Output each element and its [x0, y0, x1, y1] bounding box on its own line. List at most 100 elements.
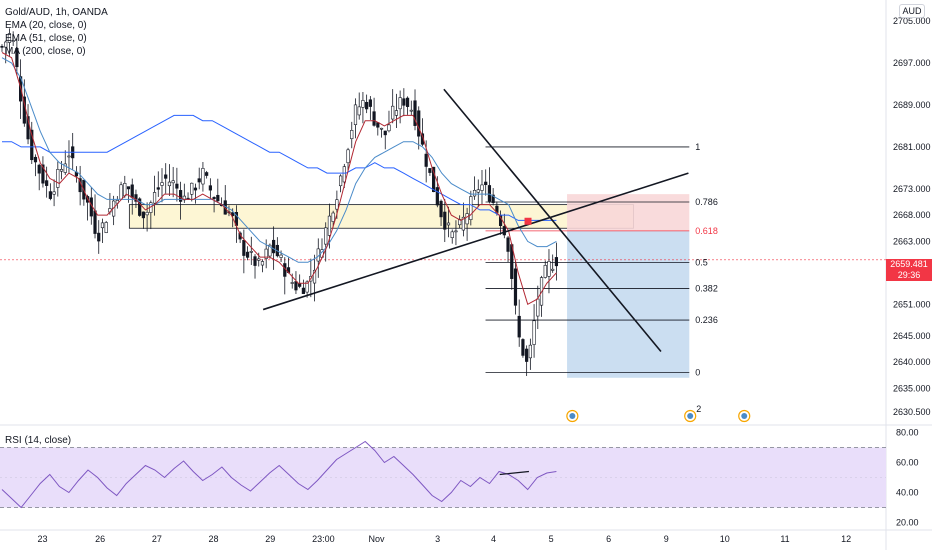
time-tick-label: Nov	[369, 534, 386, 544]
price-tick-label: 2630.500	[893, 407, 931, 417]
price-tick-label: 2689.000	[893, 100, 931, 110]
candle-body	[484, 181, 488, 186]
candle-body	[521, 339, 525, 356]
currency-button[interactable]: AUD	[899, 4, 925, 18]
candles-group	[0, 28, 559, 377]
price-tick-label: 2663.000	[893, 236, 931, 246]
candle-body	[409, 109, 413, 112]
candle-body	[324, 227, 328, 245]
candle-body	[525, 348, 529, 362]
rsi-tick-label: 60.00	[896, 458, 919, 468]
candle-body	[145, 211, 149, 216]
candle-body	[331, 212, 335, 222]
time-tick-label: 3	[435, 534, 440, 544]
candle-body	[212, 197, 216, 200]
candle-body	[532, 320, 536, 345]
candle-body	[327, 215, 332, 236]
candle-body	[119, 184, 123, 200]
rsi-tick-label: 40.00	[896, 488, 919, 498]
fib-label: 0.236	[695, 315, 718, 325]
candle-body	[152, 192, 157, 204]
candle-body	[353, 104, 358, 125]
time-tick-label: 23:00	[312, 534, 335, 544]
candle-body	[272, 239, 276, 254]
price-tick-label: 2673.000	[893, 184, 931, 194]
candle-body	[312, 269, 317, 284]
candle-body	[424, 153, 428, 167]
candle-body	[454, 230, 458, 233]
time-tick-label: 23	[38, 534, 48, 544]
fib-label: 0.382	[695, 284, 718, 294]
candle-body	[156, 187, 160, 190]
candle-body	[417, 110, 421, 137]
candle-body	[100, 222, 105, 229]
candle-body	[335, 199, 339, 210]
candle-body	[167, 181, 172, 187]
price-tick-label: 2640.000	[893, 357, 931, 367]
candle-body	[190, 182, 194, 195]
demand-zone	[128, 204, 634, 229]
candle-body	[305, 281, 309, 293]
ema51-line	[1, 57, 557, 263]
candle-body	[383, 130, 387, 136]
candle-body	[249, 251, 253, 253]
rsi-divergence-line	[499, 470, 530, 476]
rsi-tick-label: 20.00	[896, 518, 919, 528]
current-price-label: 2659.481	[886, 259, 932, 270]
candle-body	[63, 163, 67, 173]
candle-body	[443, 211, 447, 230]
candle-body	[476, 189, 480, 193]
candle-body	[294, 281, 298, 291]
candle-body	[469, 196, 473, 220]
candle-body	[461, 216, 465, 231]
candle-body	[513, 268, 518, 306]
time-tick-label: 28	[209, 534, 219, 544]
candle-body	[472, 189, 477, 197]
candle-body	[446, 222, 451, 226]
rsi-legend: RSI (14, close)	[5, 435, 72, 446]
candle-body	[506, 237, 510, 252]
time-tick-label: 5	[549, 534, 554, 544]
candle-body	[160, 182, 164, 186]
candle-body	[33, 156, 38, 163]
candle-body	[361, 100, 365, 108]
candle-body	[290, 282, 294, 284]
candle-body	[171, 180, 175, 184]
candle-body	[402, 98, 406, 106]
candle-body	[97, 232, 101, 242]
candle-body	[491, 194, 495, 203]
event-icon-dot	[741, 413, 748, 419]
candle-body	[394, 110, 399, 116]
candle-body	[465, 213, 469, 225]
fib-label: 0.5	[695, 257, 708, 267]
candle-body	[93, 210, 97, 234]
candle-body	[48, 191, 52, 199]
candle-body	[67, 155, 71, 158]
candle-body	[301, 287, 305, 294]
candle-body	[368, 99, 372, 107]
candle-body	[216, 194, 220, 202]
candle-body	[30, 129, 34, 161]
candle-body	[0, 45, 4, 48]
candle-body	[260, 261, 265, 266]
price-tick-label: 2697.000	[893, 58, 931, 68]
candle-body	[123, 183, 127, 197]
candle-body	[405, 97, 410, 107]
fib-label: 0.618	[695, 226, 718, 236]
fib-label: 1	[695, 142, 700, 152]
candle-body	[279, 254, 283, 258]
price-tick-label: 2705.000	[893, 16, 931, 26]
time-tick-label: 27	[152, 534, 162, 544]
event-icon-dot	[687, 413, 694, 419]
legend-ema20: EMA (20, close, 0)	[5, 20, 87, 31]
candle-body	[528, 344, 532, 359]
time-tick-label: 4	[491, 534, 496, 544]
candle-body	[502, 226, 506, 236]
candle-body	[346, 149, 350, 164]
position-stop-zone	[567, 194, 690, 231]
candle-body	[268, 244, 272, 257]
candle-body	[164, 174, 168, 179]
candle-body	[379, 127, 384, 130]
